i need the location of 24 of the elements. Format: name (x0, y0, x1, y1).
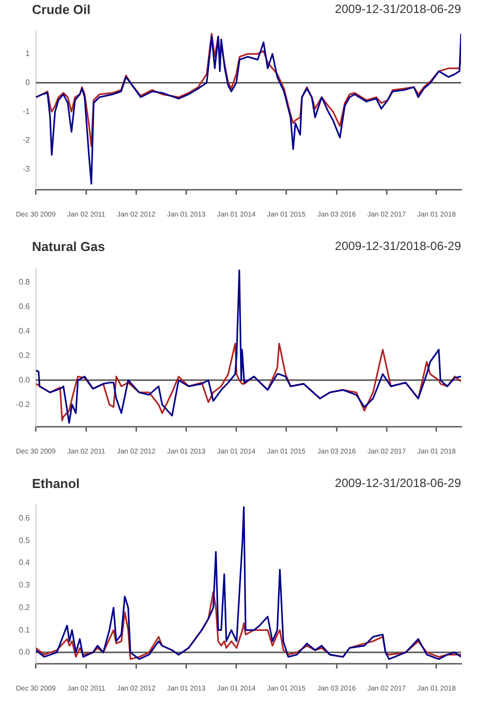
y-tick-label: -3 (22, 164, 30, 174)
y-tick-label: 0.1 (18, 625, 30, 634)
chart-title: Crude Oil (32, 2, 91, 17)
chart-subtitle: 2009-12-31/2018-06-29 (334, 476, 461, 490)
chart-title: Ethanol (32, 476, 80, 491)
y-tick-label: -0.2 (16, 400, 30, 409)
y-tick-label: -2 (22, 136, 30, 145)
chart-subtitle: 2009-12-31/2018-06-29 (334, 2, 461, 16)
y-tick-label: 0.3 (18, 580, 30, 590)
y-tick-label: 0.4 (18, 326, 30, 336)
y-tick-label: 0.6 (18, 513, 30, 522)
y-tick-label: 0.4 (18, 558, 30, 568)
y-tick-label: 0.6 (18, 302, 30, 312)
chart-subtitle: 2009-12-31/2018-06-29 (334, 239, 461, 253)
y-tick-label: 0.5 (18, 536, 30, 545)
y-tick-label: 0.2 (18, 350, 30, 360)
chart-title: Natural Gas (32, 239, 105, 254)
y-tick-label: -1 (22, 106, 30, 116)
y-tick-label: 0.0 (18, 648, 30, 657)
y-tick-label: 0.0 (18, 375, 30, 384)
y-tick-label: 1 (25, 49, 30, 58)
y-tick-label: 0.2 (18, 602, 30, 612)
y-tick-label: 0 (25, 78, 30, 87)
y-tick-label: 0.8 (18, 278, 30, 287)
